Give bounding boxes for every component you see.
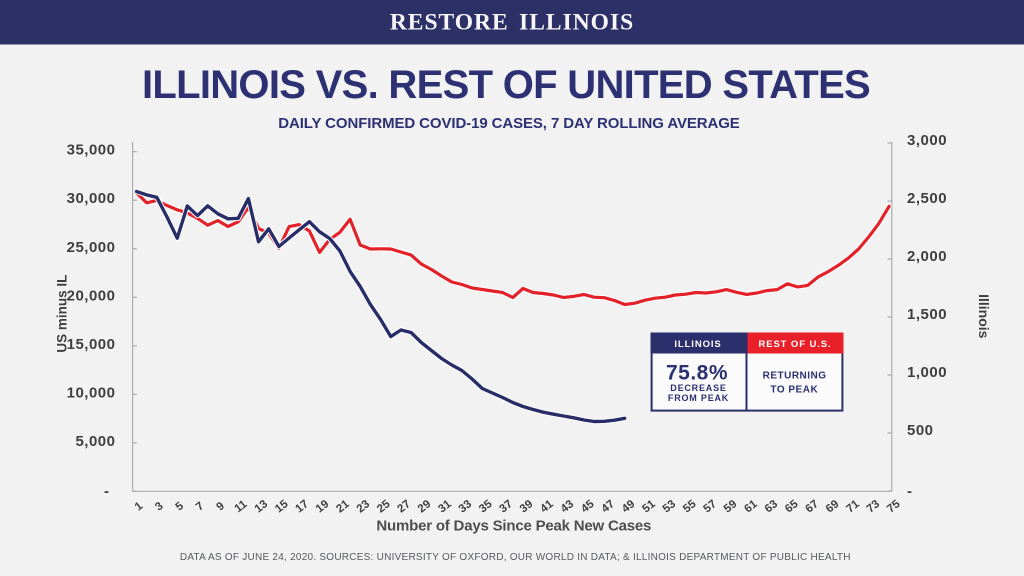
svg-text:US minus IL: US minus IL: [55, 275, 70, 353]
svg-text:Illinois: Illinois: [976, 294, 992, 339]
svg-text:RESTORE ILLINOIS: RESTORE ILLINOIS: [390, 10, 634, 36]
svg-text:25,000: 25,000: [67, 239, 116, 256]
svg-text:-: -: [104, 483, 110, 500]
svg-text:5,000: 5,000: [75, 433, 115, 450]
svg-text:500: 500: [907, 422, 934, 439]
svg-text:DAILY CONFIRMED COVID-19 CASES: DAILY CONFIRMED COVID-19 CASES, 7 DAY RO…: [278, 115, 740, 132]
svg-text:FROM PEAK: FROM PEAK: [668, 393, 729, 403]
svg-text:TO PEAK: TO PEAK: [770, 385, 818, 396]
svg-text:2,000: 2,000: [907, 248, 947, 265]
svg-text:1,000: 1,000: [907, 364, 947, 381]
svg-text:3,000: 3,000: [907, 132, 947, 149]
svg-text:ILLINOIS: ILLINOIS: [674, 339, 721, 350]
svg-text:ILLINOIS VS. REST OF UNITED ST: ILLINOIS VS. REST OF UNITED STATES: [142, 63, 870, 107]
svg-text:Number of Days Since Peak New: Number of Days Since Peak New Cases: [376, 518, 651, 535]
svg-text:1,500: 1,500: [907, 306, 947, 323]
svg-text:DECREASE: DECREASE: [670, 383, 726, 393]
svg-text:RETURNING: RETURNING: [763, 370, 827, 381]
svg-text:REST OF U.S.: REST OF U.S.: [758, 339, 831, 350]
svg-text:DATA AS OF JUNE 24, 2020. SOUR: DATA AS OF JUNE 24, 2020. SOURCES: UNIVE…: [180, 552, 851, 563]
svg-text:30,000: 30,000: [67, 190, 116, 207]
svg-text:15,000: 15,000: [67, 336, 116, 353]
svg-text:10,000: 10,000: [67, 384, 116, 401]
svg-text:35,000: 35,000: [67, 142, 116, 159]
svg-text:20,000: 20,000: [67, 287, 116, 304]
svg-text:-: -: [907, 483, 913, 500]
svg-text:2,500: 2,500: [907, 190, 947, 207]
svg-text:75.8%: 75.8%: [666, 361, 728, 384]
